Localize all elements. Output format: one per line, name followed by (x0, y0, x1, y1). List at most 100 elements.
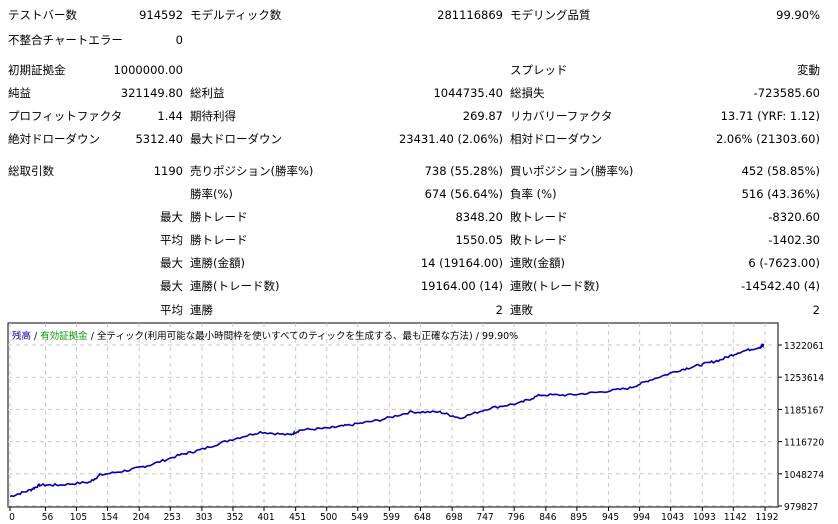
legend-equity: 有効証拠金 (40, 331, 88, 342)
legend-balance: 残高 (12, 331, 32, 342)
stat-value: 19164.00 (14) (420, 279, 503, 293)
stat-value: -723585.60 (753, 86, 820, 100)
balance-chart: 0 56 105 154 204 253 303 352 401 451 500 549 599 648 6… (7, 322, 824, 523)
stat-label: 連勝(金額) (190, 256, 245, 270)
stat-label: 連敗(トレード数) (510, 279, 600, 293)
x-tick-label: 599 (383, 512, 400, 523)
x-tick-label: 253 (164, 512, 181, 523)
stat-label: 期待利得 (190, 109, 236, 123)
stat-label: 勝トレード (190, 210, 248, 224)
stat-value: 変動 (797, 63, 820, 77)
x-tick-label: 352 (226, 512, 243, 523)
x-tick-label: 56 (42, 512, 54, 523)
balance-line (9, 342, 765, 498)
stat-label: 連敗(金額) (510, 256, 565, 270)
y-tick-label: 1048274 (784, 470, 824, 481)
stat-label: スプレッド (510, 63, 568, 77)
stat-label: 勝率(%) (190, 187, 233, 201)
x-tick-label: 500 (320, 512, 337, 523)
stat-label: 連敗 (510, 303, 533, 317)
stat-label: 純益 (8, 86, 31, 100)
stat-label: 敗トレード (510, 233, 568, 247)
x-tick-label: 648 (414, 512, 431, 523)
x-tick-label: 1142 (724, 512, 747, 523)
x-tick-label: 451 (289, 512, 306, 523)
stat-value: 6 (-7623.00) (748, 256, 820, 270)
stat-prefix: 最大 (160, 279, 183, 293)
stat-label: 連勝 (190, 303, 213, 317)
stat-value: 452 (58.85%) (741, 164, 820, 178)
stat-value: 516 (43.36%) (741, 187, 820, 201)
stat-value: 738 (55.28%) (424, 164, 503, 178)
stat-value: 8348.20 (455, 210, 503, 224)
stat-label: リカバリーファクタ (510, 109, 613, 123)
x-tick-label: 796 (508, 512, 525, 523)
stat-value: 914592 (139, 8, 183, 22)
stat-value: 269.87 (462, 109, 503, 123)
stat-prefix: 最大 (160, 210, 183, 224)
y-tick-label: 1116720 (784, 438, 824, 449)
x-tick-label: 0 (9, 512, 15, 523)
stat-value: 1550.05 (455, 233, 503, 247)
x-tick-label: 154 (101, 512, 118, 523)
x-tick-label: 204 (133, 512, 150, 523)
y-tick-label: 1253614 (784, 373, 824, 384)
stat-value: 2 (495, 303, 503, 317)
stat-label: 敗トレード (510, 210, 568, 224)
stat-label: モデリング品質 (510, 8, 591, 22)
y-tick-label: 1185167 (784, 405, 824, 416)
stat-value: 2.06% (21303.60) (715, 132, 820, 146)
x-tick-label: 895 (570, 512, 587, 523)
stat-value: 1.44 (157, 109, 183, 123)
stat-label: 初期証拠金 (8, 63, 66, 77)
plot-frame (7, 322, 779, 508)
legend-sep: / (31, 331, 41, 342)
x-tick-label: 945 (602, 512, 619, 523)
stat-label: 負率 (%) (510, 187, 557, 201)
stat-label: テストバー数 (8, 8, 77, 22)
x-tick-label: 1093 (693, 512, 716, 523)
stat-value: -1402.30 (768, 233, 820, 247)
stat-value: 321149.80 (120, 86, 183, 100)
stat-value: 2 (812, 303, 820, 317)
x-tick-label: 303 (195, 512, 212, 523)
stat-value: 1044735.40 (433, 86, 503, 100)
stat-value: -14542.40 (4) (741, 279, 820, 293)
stat-label: モデルティック数 (190, 8, 282, 22)
x-tick-label: 698 (446, 512, 463, 523)
x-tick-label: 747 (477, 512, 494, 523)
stat-label: 総利益 (190, 86, 225, 100)
stat-value: 14 (19164.00) (420, 256, 503, 270)
stat-value: 23431.40 (2.06%) (398, 132, 503, 146)
stat-value: 5312.40 (135, 132, 183, 146)
x-tick-label: 549 (351, 512, 368, 523)
stat-label: 連勝(トレード数) (190, 279, 280, 293)
stat-value: 0 (175, 33, 183, 47)
x-tick-label: 105 (70, 512, 87, 523)
stat-prefix: 平均 (160, 303, 183, 317)
stat-label: 買いポジション(勝率%) (510, 164, 634, 178)
x-tick-label: 1192 (756, 512, 779, 523)
stat-label: 最大ドローダウン (190, 132, 282, 146)
stat-label: 売りポジション(勝率%) (190, 164, 314, 178)
x-tick-label: 401 (257, 512, 274, 523)
stat-label: 総取引数 (8, 164, 54, 178)
y-tick-label: 979827 (784, 502, 818, 513)
legend-model: / 全ティック(利用可能な最小時間枠を使いすべてのティックを生成する、最も正確な… (87, 331, 519, 342)
stat-prefix: 平均 (160, 233, 183, 247)
stat-label: 相対ドローダウン (510, 132, 602, 146)
stat-label: プロフィットファクタ (8, 109, 123, 123)
stat-value: 281116869 (437, 8, 503, 22)
stat-prefix: 最大 (160, 256, 183, 270)
x-tick-label: 1043 (661, 512, 684, 523)
x-tick-label: 846 (539, 512, 556, 523)
stat-value: -8320.60 (768, 210, 820, 224)
stat-label: 勝トレード (190, 233, 248, 247)
stat-value: 674 (56.64%) (424, 187, 503, 201)
y-tick-label: 1322061 (784, 341, 824, 352)
stat-label: 総損失 (510, 86, 545, 100)
stat-value: 13.71 (YRF: 1.12) (720, 109, 820, 123)
x-tick-label: 994 (633, 512, 650, 523)
stat-value: 1000000.00 (113, 63, 183, 77)
stat-label: 不整合チャートエラー (8, 33, 123, 47)
